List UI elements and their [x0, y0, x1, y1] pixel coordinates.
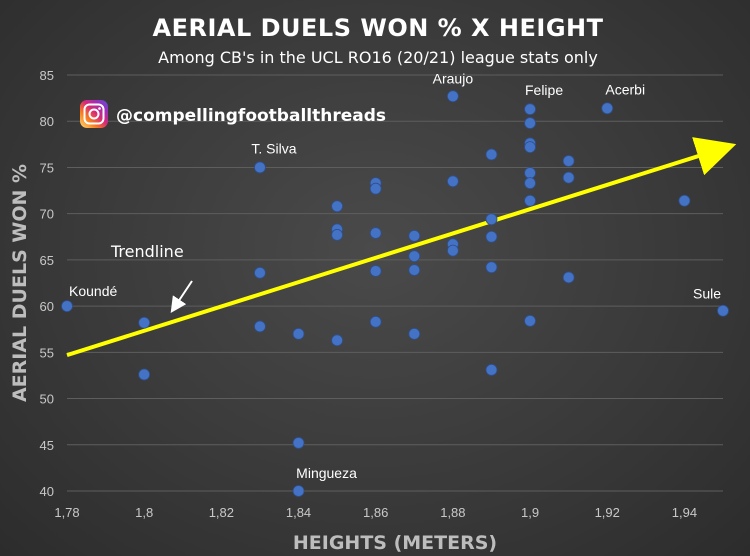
y-tick-labels: 40 45 50 55 60 65 70 75 80 85 — [40, 68, 54, 499]
data-point — [292, 485, 305, 497]
data-point — [408, 229, 421, 242]
data-point — [562, 155, 575, 167]
data-point — [524, 103, 536, 116]
data-points — [61, 90, 729, 497]
x-tick-label: 1,88 — [440, 505, 465, 520]
instagram-icon — [80, 100, 108, 128]
x-tick-label: 1,9 — [521, 505, 539, 520]
y-tick-label: 50 — [40, 392, 54, 407]
x-tick-label: 1,78 — [54, 505, 79, 520]
x-tick-label: 1,8 — [135, 505, 153, 520]
watermark: @compellingfootballthreads — [80, 100, 386, 128]
y-tick-label: 75 — [40, 160, 54, 175]
point-label: Koundé — [69, 283, 117, 299]
y-tick-label: 45 — [40, 438, 54, 453]
y-tick-label: 40 — [40, 484, 54, 499]
data-point — [678, 194, 691, 207]
x-tick-label: 1,94 — [672, 505, 697, 520]
data-point — [369, 265, 382, 277]
watermark-handle: @compellingfootballthreads — [116, 106, 386, 126]
point-label: Felipe — [525, 82, 563, 98]
y-tick-label: 60 — [40, 299, 54, 314]
data-point — [485, 213, 498, 226]
x-tick-labels: 1,78 1,8 1,82 1,84 1,86 1,88 1,9 1,92 1,94 — [54, 505, 697, 520]
data-point — [717, 304, 729, 317]
data-point — [446, 244, 459, 257]
gridlines — [67, 74, 723, 492]
data-point — [524, 141, 536, 154]
data-point — [254, 161, 266, 174]
chart-subtitle: Among CB's in the UCL RO16 (20/21) leagu… — [158, 48, 598, 67]
y-tick-label: 80 — [40, 114, 54, 129]
data-point — [485, 148, 498, 161]
data-point — [408, 250, 421, 263]
data-point — [524, 177, 536, 190]
data-point — [138, 316, 151, 329]
point-label: Araujo — [433, 70, 474, 86]
point-label: Sule — [693, 286, 721, 302]
data-point — [331, 200, 344, 213]
x-tick-label: 1,84 — [286, 505, 311, 520]
trendline — [66, 137, 737, 358]
data-point — [292, 437, 305, 449]
data-point — [446, 90, 459, 103]
data-point — [408, 327, 421, 340]
data-point — [524, 117, 536, 129]
data-point — [369, 182, 382, 195]
data-point — [369, 315, 382, 328]
y-tick-label: 70 — [40, 207, 54, 222]
data-point — [292, 327, 305, 340]
data-point — [254, 266, 266, 279]
y-tick-label: 85 — [40, 68, 54, 83]
data-point — [446, 175, 459, 188]
x-tick-label: 1,92 — [595, 505, 620, 520]
data-point — [485, 261, 498, 274]
x-axis-title: HEIGHTS (METERS) — [293, 532, 497, 554]
data-point — [485, 230, 498, 243]
data-point — [61, 300, 73, 313]
trendline-annotation-arrow — [170, 280, 193, 313]
data-point — [524, 315, 536, 327]
y-tick-label: 65 — [40, 253, 54, 268]
point-label: Mingueza — [296, 465, 357, 481]
y-tick-label: 55 — [40, 345, 54, 360]
data-point — [331, 229, 344, 241]
data-point — [562, 271, 575, 284]
data-point — [524, 167, 536, 179]
data-point — [369, 227, 382, 239]
trendline-annotation: Trendline — [110, 242, 184, 261]
x-tick-label: 1,82 — [209, 505, 234, 520]
data-point — [408, 264, 421, 276]
data-point — [485, 363, 498, 376]
y-axis-title: AERIAL DUELS WON % — [9, 164, 31, 402]
point-label: T. Silva — [251, 140, 296, 156]
data-point — [601, 102, 614, 115]
data-point — [524, 194, 536, 207]
point-label: Acerbi — [605, 81, 645, 97]
data-point — [138, 368, 151, 381]
x-tick-label: 1,86 — [363, 505, 388, 520]
point-labels: Koundé T. Silva Mingueza Araujo Felipe Acerbi… — [69, 70, 721, 481]
data-point — [331, 334, 344, 347]
data-point — [254, 320, 266, 333]
data-point — [562, 171, 575, 184]
chart-title: AERIAL DUELS WON % X HEIGHT — [153, 14, 604, 42]
